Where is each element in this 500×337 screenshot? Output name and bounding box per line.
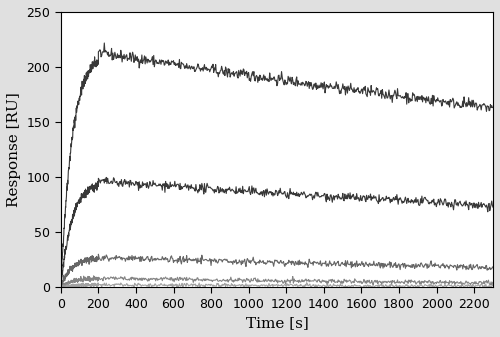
Y-axis label: Response [RU]: Response [RU]	[7, 92, 21, 207]
X-axis label: Time [s]: Time [s]	[246, 316, 308, 330]
